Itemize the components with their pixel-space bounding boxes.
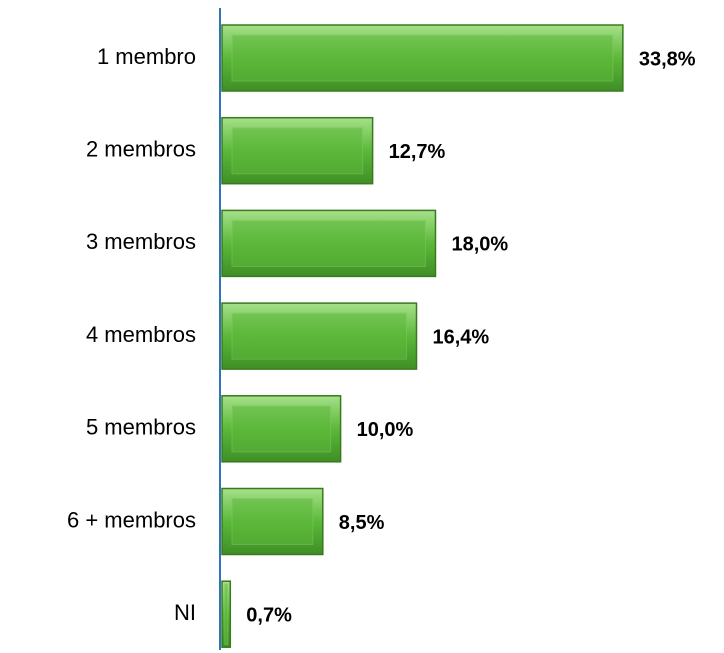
category-label: 1 membro: [97, 44, 196, 69]
bar-bevel: [231, 312, 408, 360]
value-label: 8,5%: [339, 512, 385, 534]
category-label: 5 membros: [86, 415, 196, 440]
bar-bevel: [224, 583, 229, 645]
category-label: 2 membros: [86, 137, 196, 162]
value-label: 16,4%: [433, 326, 490, 348]
bar-bevel: [231, 34, 614, 82]
value-label: 12,7%: [389, 141, 446, 163]
category-label: 6 + membros: [67, 507, 196, 532]
value-label: 33,8%: [639, 48, 696, 70]
value-label: 10,0%: [357, 419, 414, 441]
bar-bevel: [231, 127, 364, 175]
bar-bevel: [231, 219, 426, 267]
category-label: 3 membros: [86, 229, 196, 254]
value-label: 18,0%: [451, 234, 508, 256]
bar-bevel: [231, 498, 314, 545]
category-label: NI: [174, 600, 196, 625]
category-label: 4 membros: [86, 322, 196, 347]
value-label: 0,7%: [246, 604, 292, 626]
bar-bevel: [231, 405, 332, 453]
